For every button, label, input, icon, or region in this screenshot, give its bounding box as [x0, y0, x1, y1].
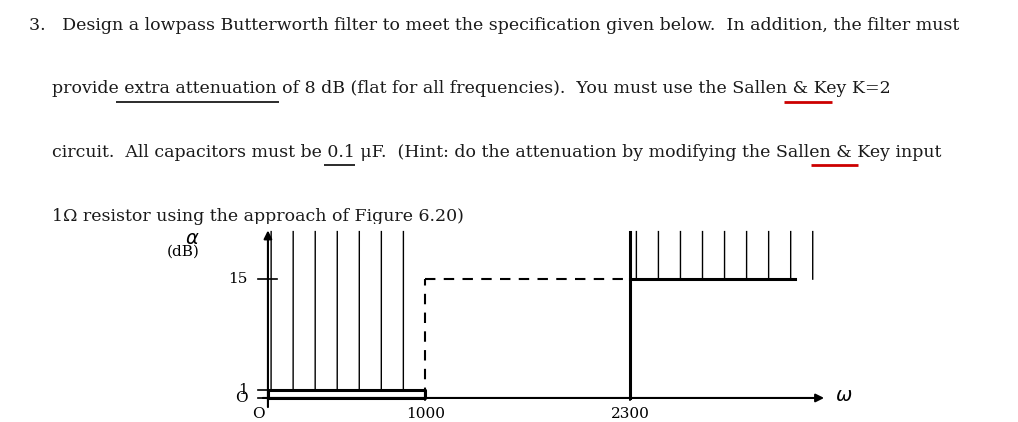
Text: O: O: [252, 408, 265, 422]
Text: O: O: [235, 391, 247, 405]
Text: 2300: 2300: [611, 408, 649, 422]
Text: provide extra attenuation of 8 dB (flat for all frequencies).  You must use the : provide extra attenuation of 8 dB (flat …: [52, 80, 891, 97]
Text: 1: 1: [238, 383, 247, 397]
Text: 15: 15: [228, 272, 247, 286]
Text: $\alpha$: $\alpha$: [185, 230, 200, 248]
Text: circuit.  All capacitors must be 0.1 μF.  (Hint: do the attenuation by modifying: circuit. All capacitors must be 0.1 μF. …: [52, 144, 942, 161]
Text: 1Ω resistor using the approach of Figure 6.20): 1Ω resistor using the approach of Figure…: [52, 208, 464, 225]
Text: 1000: 1000: [406, 408, 445, 422]
Text: $\omega$: $\omega$: [835, 387, 852, 406]
Text: 3.   Design a lowpass Butterworth filter to meet the specification given below. : 3. Design a lowpass Butterworth filter t…: [29, 16, 959, 33]
Text: (dB): (dB): [167, 245, 200, 259]
